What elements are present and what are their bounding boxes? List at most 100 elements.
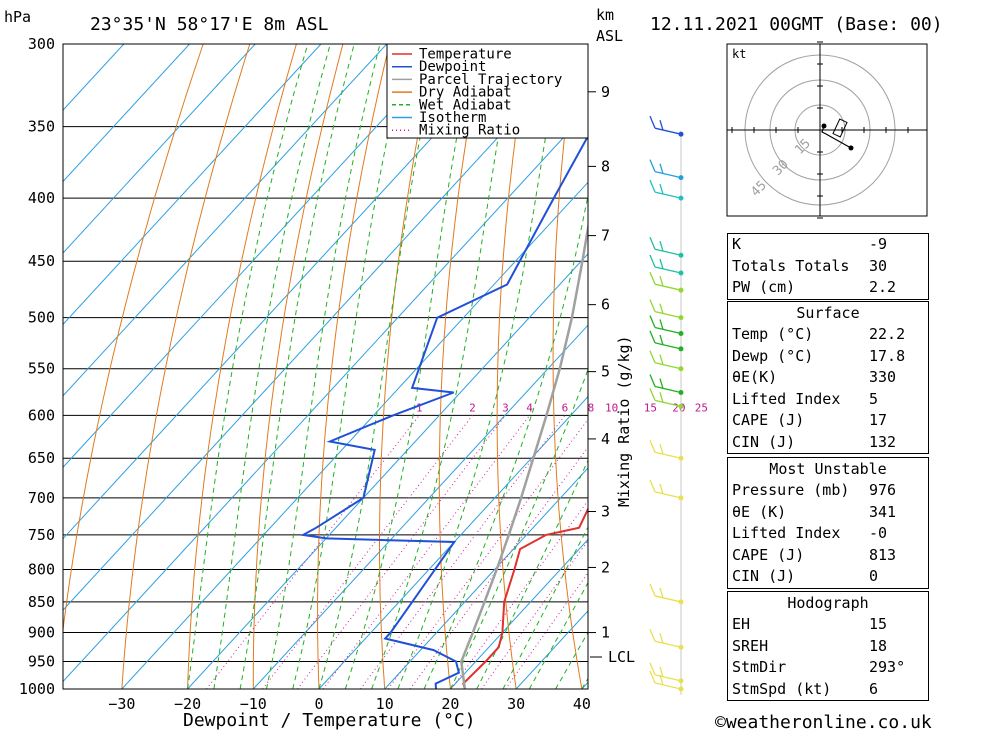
isotherm-line [63,44,125,111]
storm-motion-box [832,118,848,138]
mixing-ratio-line [322,414,530,689]
stat-value: 813 [869,545,897,564]
wind-barb [649,662,684,684]
surface-table: Surface Temp (°C) 22.2 Dewp (°C) 17.8 θE(K) 3… [727,301,929,454]
legend-label: Isotherm [419,110,486,126]
stat-value: 132 [869,432,897,451]
mu-title: Most Unstable [769,460,887,478]
stat-row: Totals Totals 30 [728,256,928,278]
pressure-tick-label: 350 [28,118,55,136]
altitude-tick-label: 4 [601,430,610,448]
stat-value: 330 [869,368,897,386]
wind-barb [649,628,684,650]
mixing-ratio-axis-title: Mixing Ratio (g/kg) [615,335,633,507]
lcl-label: LCL [608,648,635,666]
pressure-tick-label: 400 [28,189,55,207]
stat-label: StmDir [732,658,787,676]
altitude-tick-label: 6 [601,296,610,314]
dry-adiabat-line [552,44,583,689]
wind-barb [649,350,684,372]
dry-adiabat-line [660,44,714,689]
dry-adiabat-line [317,44,390,689]
wind-barb [649,271,684,293]
temperature-tick-label: 30 [507,695,525,713]
stat-label: PW (cm) [732,278,796,296]
mixing-ratio-label: 15 [644,401,657,414]
pressure-tick-label: 750 [28,526,55,544]
wind-barb [649,583,684,605]
stat-row: Temp (°C) 22.2 [728,324,928,346]
altitude-tick-label: 2 [601,558,610,576]
hodograph-table: Hodograph EH 15 SREH 18 StmDir 293° StmSpd (kt… [727,591,929,701]
isotherm-line [63,44,190,183]
wet-adiabat-line [397,44,562,689]
mixing-ratio-label: 1 [416,401,423,414]
stat-row: EH 15 [728,614,928,636]
stat-row: CIN (J) 132 [728,432,928,454]
wet-adiabat-line [528,581,588,689]
stat-label: EH [732,615,751,633]
pressure-tick-label: 550 [28,360,55,378]
isotherm-line [121,181,588,689]
stat-label: StmSpd (kt) [732,679,832,698]
stat-label: Lifted Index [732,524,841,542]
mixing-ratio-labels: 1 2 3 4 6 8 10 15 20 25 [416,401,708,414]
temperature-tick-label: 10 [376,695,394,713]
isotherm-line [318,395,588,689]
stat-value: 6 [869,679,879,698]
hodo-title: Hodograph [787,594,869,612]
stat-label: Totals Totals [732,256,850,275]
wet-adiabat-line [476,459,588,689]
stat-row: Lifted Index 5 [728,389,928,411]
altitude-tick-label: 8 [601,157,610,175]
altitude-tick-label: 3 [601,503,610,521]
wind-barbs [649,115,684,695]
wet-adiabat-line [449,368,588,689]
profile-series [300,134,588,689]
wind-barb [649,179,684,201]
isotherm-line [63,44,585,611]
altitude-tick-label: 1 [601,624,610,642]
stat-value: 2.2 [869,278,897,296]
hodograph-trace [821,125,852,149]
dry-adiabat-line [121,44,251,689]
wind-barb [649,315,684,336]
asl-label: ASL [596,27,623,45]
stat-row: Lifted Index -0 [728,523,928,545]
stat-label: θE(K) [732,368,778,386]
wet-adiabat-line [187,44,309,689]
dry-adiabat-line [948,44,1000,689]
pressure-tick-label: 650 [28,449,55,467]
legend-label: Parcel Trajectory [419,72,562,88]
isotherm-line [252,324,588,689]
isotherm-line [384,467,588,689]
wind-barb [649,479,684,501]
pressure-tick-label: 500 [28,309,55,327]
wet-adiabat-line [371,44,515,689]
wet-adiabat-line [292,44,409,689]
dry-adiabat-line [63,44,204,634]
x-axis-title: Dewpoint / Temperature (°C) [183,710,476,731]
dry-adiabat-line [379,44,437,689]
wet-adiabat-line [423,192,588,689]
altitude-tick-label: 7 [601,227,610,245]
temperature-tick-label: −20 [174,695,201,713]
wind-barb [649,330,684,352]
legend-box [386,43,589,139]
isotherm-line [63,44,322,326]
mixing-ratio-label: 3 [502,401,509,414]
altitude-tick-label: 9 [601,83,610,101]
temperature-line [462,506,588,689]
stat-row: StmSpd (kt) 6 [728,679,928,701]
stat-value: -9 [869,235,888,253]
dry-adiabat-line [995,44,1000,689]
wind-barb [649,374,684,396]
stat-value: -0 [869,524,888,542]
stat-row: θE(K) 330 [728,367,928,389]
datetime-title: 12.11.2021 00GMT (Base: 00) [650,14,943,35]
mixing-ratio-label: 20 [672,401,685,414]
stat-label: Temp (°C) [732,325,814,343]
